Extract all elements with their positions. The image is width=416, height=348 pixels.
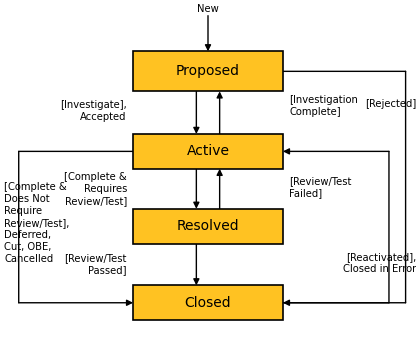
- Text: Active: Active: [186, 144, 230, 158]
- Text: [Investigation
Complete]: [Investigation Complete]: [289, 95, 358, 117]
- Text: [Review/Test
Passed]: [Review/Test Passed]: [64, 253, 127, 276]
- Text: Resolved: Resolved: [177, 219, 239, 233]
- Text: New: New: [197, 4, 219, 14]
- FancyBboxPatch shape: [133, 209, 283, 244]
- Text: Closed: Closed: [185, 296, 231, 310]
- Text: Proposed: Proposed: [176, 64, 240, 78]
- Text: [Rejected]: [Rejected]: [365, 100, 416, 109]
- Text: [Reactivated],
Closed in Error: [Reactivated], Closed in Error: [343, 252, 416, 274]
- FancyBboxPatch shape: [133, 51, 283, 91]
- Text: [Complete &
Does Not
Require
Review/Test],
Deferred,
Cut, OBE,
Cancelled: [Complete & Does Not Require Review/Test…: [4, 182, 69, 264]
- Text: [Review/Test
Failed]: [Review/Test Failed]: [289, 176, 352, 198]
- Text: [Investigate],
Accepted: [Investigate], Accepted: [60, 100, 127, 122]
- Text: [Complete &
Requires
Review/Test]: [Complete & Requires Review/Test]: [64, 172, 127, 206]
- FancyBboxPatch shape: [133, 134, 283, 169]
- FancyBboxPatch shape: [133, 285, 283, 320]
